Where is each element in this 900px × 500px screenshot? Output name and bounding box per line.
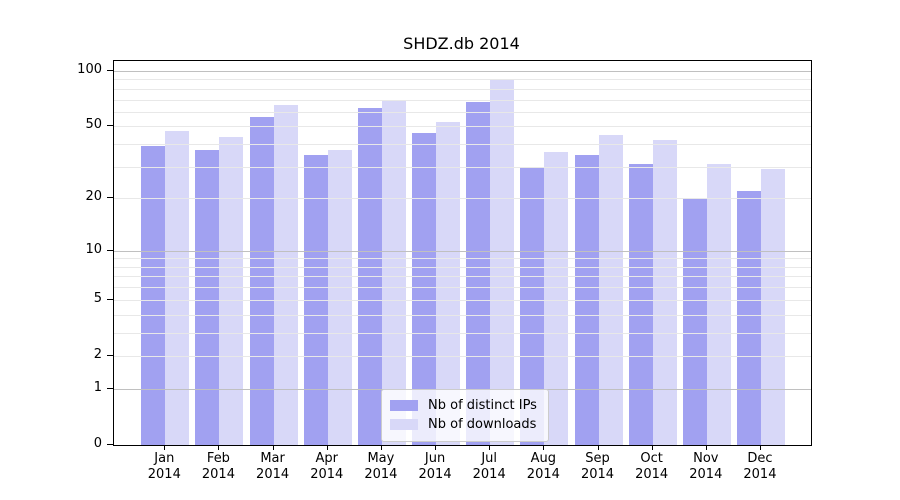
bar-may-downloads xyxy=(381,99,406,445)
legend-swatch-downloads xyxy=(390,419,418,430)
gridline-major xyxy=(114,250,811,252)
y-tick-mark xyxy=(107,298,113,300)
gridline-minor xyxy=(114,144,811,146)
legend: Nb of distinct IPs Nb of downloads xyxy=(381,389,549,442)
chart-title: SHDZ.db 2014 xyxy=(403,34,520,53)
gridline-minor xyxy=(114,88,811,90)
y-tick-label: 10 xyxy=(85,241,102,257)
y-tick-label: 0 xyxy=(93,436,102,451)
gridline-minor xyxy=(114,299,811,301)
y-tick-mark xyxy=(107,69,113,71)
y-tick-label: 2 xyxy=(93,346,102,362)
bar-mar-distinct-ips xyxy=(249,117,274,445)
y-tick-label: 5 xyxy=(93,290,102,306)
gridline-minor xyxy=(114,99,811,101)
bar-apr-downloads xyxy=(327,150,352,445)
x-tick-label-dec: Dec 2014 xyxy=(743,451,777,482)
y-tick-mark xyxy=(107,249,113,251)
bar-nov-downloads xyxy=(706,164,731,445)
x-tick-label-mar: Mar 2014 xyxy=(256,451,290,482)
gridline-minor xyxy=(114,332,811,334)
gridline-minor xyxy=(114,355,811,357)
bar-jan-distinct-ips xyxy=(141,146,166,445)
gridline-minor xyxy=(114,266,811,268)
bar-nov-distinct-ips xyxy=(682,198,707,445)
gridline-minor xyxy=(114,198,811,200)
y-tick-label: 100 xyxy=(77,61,102,77)
x-tick-mark xyxy=(543,445,545,450)
y-tick-label: 1 xyxy=(93,379,102,395)
y-tick-mark xyxy=(107,354,113,356)
gridline-minor xyxy=(114,79,811,81)
gridline-major xyxy=(114,70,811,72)
gridline-minor xyxy=(114,287,811,289)
y-tick-label: 50 xyxy=(85,117,102,133)
x-tick-label-may: May 2014 xyxy=(364,451,398,482)
y-tick-mark xyxy=(107,387,113,389)
bar-feb-downloads xyxy=(219,136,244,445)
bar-oct-distinct-ips xyxy=(628,164,653,445)
x-tick-mark xyxy=(759,445,761,450)
bar-dec-distinct-ips xyxy=(736,190,761,445)
plot-area: Nb of distinct IPs Nb of downloads xyxy=(113,60,812,446)
x-tick-label-jan: Jan 2014 xyxy=(147,451,181,482)
x-tick-mark xyxy=(380,445,382,450)
y-tick-mark xyxy=(107,197,113,199)
gridline-minor xyxy=(114,111,811,113)
gridline-minor xyxy=(114,258,811,260)
x-tick-label-oct: Oct 2014 xyxy=(635,451,669,482)
legend-item-downloads: Nb of downloads xyxy=(390,415,540,434)
bar-jul-downloads xyxy=(490,78,515,445)
x-tick-label-nov: Nov 2014 xyxy=(689,451,723,482)
x-tick-label-sep: Sep 2014 xyxy=(580,451,615,482)
x-tick-mark xyxy=(597,445,599,450)
gridline-minor xyxy=(114,166,811,168)
bar-dec-downloads xyxy=(760,169,785,445)
x-tick-mark xyxy=(435,445,437,450)
bar-feb-distinct-ips xyxy=(195,150,220,445)
y-tick-mark xyxy=(107,125,113,127)
legend-label-downloads: Nb of downloads xyxy=(428,417,537,432)
y-tick-label: 20 xyxy=(85,189,102,205)
gridline-minor xyxy=(114,314,811,316)
y-tick-mark xyxy=(107,444,113,445)
legend-swatch-distinct-ips xyxy=(390,400,418,411)
legend-item-distinct-ips: Nb of distinct IPs xyxy=(390,396,540,415)
x-tick-label-apr: Apr 2014 xyxy=(310,451,344,482)
x-tick-mark xyxy=(164,445,166,450)
x-tick-mark xyxy=(326,445,328,450)
x-tick-label-aug: Aug 2014 xyxy=(526,451,560,482)
x-tick-label-feb: Feb 2014 xyxy=(201,451,235,482)
x-tick-label-jun: Jun 2014 xyxy=(418,451,452,482)
bar-oct-downloads xyxy=(652,140,677,445)
x-tick-mark xyxy=(218,445,220,450)
bar-sep-downloads xyxy=(598,134,623,445)
x-tick-label-jul: Jul 2014 xyxy=(472,451,506,482)
x-tick-mark xyxy=(489,445,491,450)
gridline-minor xyxy=(114,126,811,128)
bar-mar-downloads xyxy=(273,105,298,445)
bar-jul-distinct-ips xyxy=(466,101,491,445)
x-tick-mark xyxy=(272,445,274,450)
legend-label-distinct-ips: Nb of distinct IPs xyxy=(428,398,537,413)
x-tick-mark xyxy=(705,445,707,450)
x-tick-mark xyxy=(651,445,653,450)
gridline-minor xyxy=(114,276,811,278)
